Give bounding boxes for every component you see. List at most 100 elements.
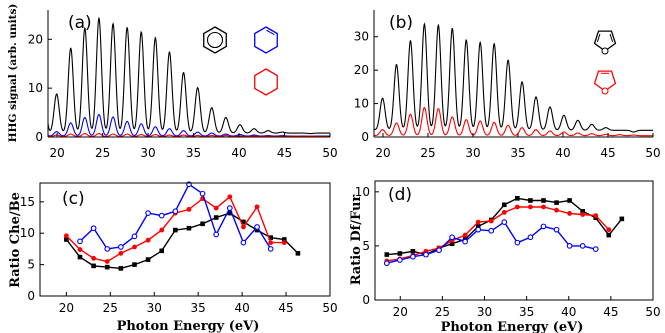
data-point bbox=[501, 209, 507, 215]
x-tick-label: 20 bbox=[375, 146, 390, 160]
data-point bbox=[410, 249, 416, 254]
spectrum-line bbox=[374, 22, 653, 133]
x-tick-label: 25 bbox=[420, 146, 435, 160]
cyclohexene-ring bbox=[254, 26, 278, 54]
data-point bbox=[145, 237, 151, 243]
data-point bbox=[606, 227, 612, 233]
x-tick-label: 30 bbox=[465, 146, 480, 160]
furan-molecule-icon bbox=[593, 30, 617, 55]
x-tick-label: 30 bbox=[140, 146, 155, 160]
panel-d-data bbox=[383, 196, 625, 267]
y-tick-label: 0 bbox=[362, 293, 370, 307]
panel-b: 20 25 30 35 40 45 50 0 10 20 30 (b) bbox=[354, 10, 661, 160]
data-point bbox=[267, 246, 274, 252]
data-point bbox=[145, 210, 151, 216]
data-point bbox=[77, 254, 83, 260]
data-point bbox=[159, 248, 165, 254]
x-tick-label: 45 bbox=[278, 301, 293, 315]
x-tick-label: 30 bbox=[477, 305, 492, 319]
data-point bbox=[241, 219, 246, 225]
data-point bbox=[90, 225, 97, 232]
panel-c: 20 25 30 35 40 45 50 0 5 10 15 (c) Ratio Che/Be bbox=[8, 181, 338, 315]
x-tick-label: 35 bbox=[191, 301, 206, 315]
data-point bbox=[514, 204, 520, 210]
x-axis-label-d: Photon Energy (eV) bbox=[441, 320, 584, 333]
data-point bbox=[173, 227, 178, 233]
x-tick-label: 20 bbox=[393, 305, 408, 319]
data-point bbox=[593, 213, 599, 219]
y-tick-label: 30 bbox=[354, 30, 369, 44]
data-point bbox=[553, 226, 560, 233]
x-tick-label: 45 bbox=[277, 146, 292, 160]
data-point bbox=[227, 194, 233, 200]
data-point bbox=[91, 255, 97, 261]
panel-d: 20 25 30 35 40 45 50 0 5 10 (d) Ratio Df/Fur bbox=[349, 180, 661, 319]
spectrum-line bbox=[48, 133, 330, 137]
data-point bbox=[488, 227, 495, 234]
furan-ring bbox=[593, 30, 617, 52]
data-point bbox=[488, 218, 494, 224]
spectrum-line bbox=[374, 106, 653, 137]
panel-b-data bbox=[374, 22, 653, 137]
y-tick-label: 0 bbox=[361, 130, 369, 144]
x-tick-label: 40 bbox=[561, 305, 576, 319]
data-point bbox=[554, 207, 559, 213]
data-point bbox=[567, 211, 572, 216]
panel-a: 20 25 30 35 40 45 50 0 10 20 (a) HHG signal (arb. u… bbox=[7, 4, 338, 160]
data-point bbox=[527, 234, 534, 241]
data-point bbox=[592, 246, 599, 253]
data-point bbox=[91, 263, 96, 269]
data-point bbox=[64, 237, 69, 242]
x-tick-label: 35 bbox=[510, 146, 525, 160]
y-tick-label: 15 bbox=[20, 195, 35, 209]
data-point bbox=[118, 266, 124, 271]
data-point bbox=[528, 198, 533, 203]
y-axis-label: Ratio Df/Fur bbox=[349, 195, 364, 286]
data-point bbox=[462, 238, 468, 245]
x-tick-label: 40 bbox=[234, 301, 249, 315]
data-point bbox=[502, 202, 507, 208]
x-tick-label: 50 bbox=[322, 301, 337, 315]
data-point bbox=[199, 190, 206, 197]
cyclohexane-molecule-icon bbox=[254, 68, 278, 96]
data-point bbox=[580, 208, 585, 214]
data-point bbox=[515, 196, 520, 201]
y-tick-label: 10 bbox=[20, 226, 35, 240]
cyclohexene-molecule-icon bbox=[254, 26, 278, 54]
panel-label: (a) bbox=[68, 13, 92, 33]
data-point bbox=[213, 205, 219, 211]
y-tick-label: 10 bbox=[355, 185, 370, 199]
y-tick-label: 5 bbox=[362, 239, 370, 253]
y-tick-label: 0 bbox=[27, 289, 35, 303]
data-point bbox=[295, 251, 301, 256]
x-tick-label: 45 bbox=[603, 305, 618, 319]
furan-double-bond bbox=[609, 33, 614, 43]
data-point bbox=[186, 225, 192, 231]
data-point bbox=[104, 264, 110, 270]
benzene-aromatic-circle bbox=[206, 31, 224, 49]
data-point bbox=[172, 208, 179, 215]
data-point bbox=[541, 198, 546, 203]
data-point bbox=[528, 204, 533, 210]
data-point bbox=[619, 216, 625, 222]
x-tick-label: 25 bbox=[435, 305, 450, 319]
dihydrofuran-oxygen bbox=[601, 87, 609, 95]
data-point bbox=[475, 219, 481, 225]
data-point bbox=[132, 244, 137, 250]
data-point bbox=[186, 206, 192, 212]
data-point bbox=[77, 247, 83, 252]
x-tick-label: 50 bbox=[322, 146, 337, 160]
data-point bbox=[514, 239, 521, 246]
data-point bbox=[449, 234, 455, 241]
data-point bbox=[449, 241, 455, 247]
data-point bbox=[397, 257, 403, 263]
data-point bbox=[213, 215, 219, 220]
plot-frame bbox=[39, 182, 331, 297]
data-point bbox=[131, 233, 138, 240]
data-point bbox=[104, 246, 111, 252]
y-tick-label: 10 bbox=[28, 81, 43, 95]
y-axis-label: Ratio Che/Be bbox=[8, 192, 23, 288]
data-point bbox=[540, 223, 547, 230]
panel-label: (c) bbox=[62, 189, 85, 209]
x-tick-label: 45 bbox=[600, 146, 615, 160]
